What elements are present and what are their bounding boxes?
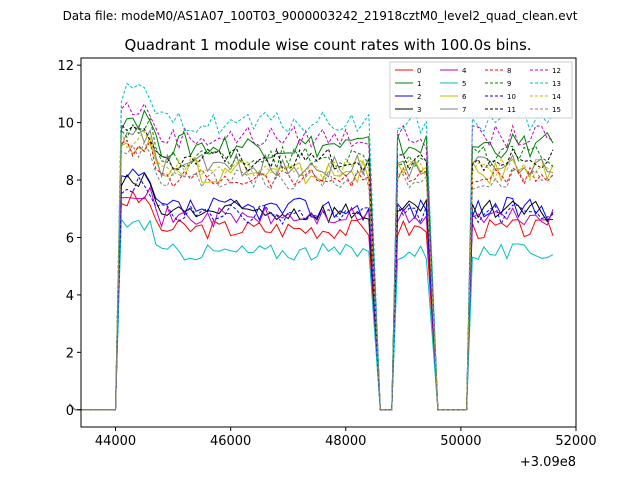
- chart-title: Quadrant 1 module wise count rates with …: [124, 36, 531, 54]
- legend-label: 5: [462, 80, 466, 88]
- plot-area: [69, 82, 554, 411]
- series-line-11: [69, 123, 554, 411]
- series-line-13: [69, 82, 554, 411]
- series-line-12: [69, 101, 554, 411]
- legend-label: 4: [462, 67, 467, 75]
- legend-label: 2: [417, 93, 421, 101]
- legend-label: 9: [507, 80, 511, 88]
- series-line-9: [69, 116, 554, 411]
- figure-suptitle: Data file: modeM0/AS1A07_100T03_90000032…: [63, 9, 578, 23]
- x-tick-label: 48000: [325, 434, 366, 449]
- x-tick-label: 46000: [210, 434, 251, 449]
- series-line-15: [69, 140, 554, 411]
- legend-label: 0: [417, 67, 421, 75]
- legend-label: 1: [417, 80, 421, 88]
- y-tick-label: 12: [57, 59, 74, 74]
- series-line-3: [69, 172, 554, 411]
- legend-label: 15: [552, 106, 561, 114]
- y-axis: 0 2 4 6 8 10 12: [57, 59, 81, 419]
- x-offset-label: +3.09e8: [520, 455, 576, 470]
- legend-label: 11: [507, 106, 516, 114]
- legend-label: 14: [552, 93, 561, 101]
- y-tick-label: 8: [66, 174, 74, 189]
- series-line-5: [69, 217, 554, 411]
- legend-label: 13: [552, 80, 561, 88]
- series-line-8: [69, 139, 554, 411]
- series-line-10: [69, 175, 554, 411]
- series-line-0: [69, 190, 554, 411]
- series-line-4: [69, 186, 554, 411]
- x-tick-label: 52000: [555, 434, 596, 449]
- axes-frame: [80, 57, 577, 428]
- x-tick-label: 44000: [95, 434, 136, 449]
- legend-label: 7: [462, 106, 466, 114]
- legend-label: 10: [507, 93, 516, 101]
- x-axis: 44000 46000 48000 50000 52000: [95, 427, 597, 449]
- legend-label: 12: [552, 67, 561, 75]
- legend-label: 8: [507, 67, 511, 75]
- y-tick-label: 0: [66, 404, 74, 419]
- series-line-2: [69, 168, 554, 411]
- series-line-1: [69, 109, 554, 411]
- series-line-14: [69, 130, 554, 411]
- y-tick-label: 4: [66, 289, 74, 304]
- y-tick-label: 6: [66, 231, 74, 246]
- y-tick-label: 10: [57, 117, 74, 132]
- series-line-7: [69, 125, 554, 411]
- legend-label: 6: [462, 93, 467, 101]
- x-tick-label: 50000: [440, 434, 481, 449]
- legend-label: 3: [417, 106, 421, 114]
- y-tick-label: 2: [66, 346, 74, 361]
